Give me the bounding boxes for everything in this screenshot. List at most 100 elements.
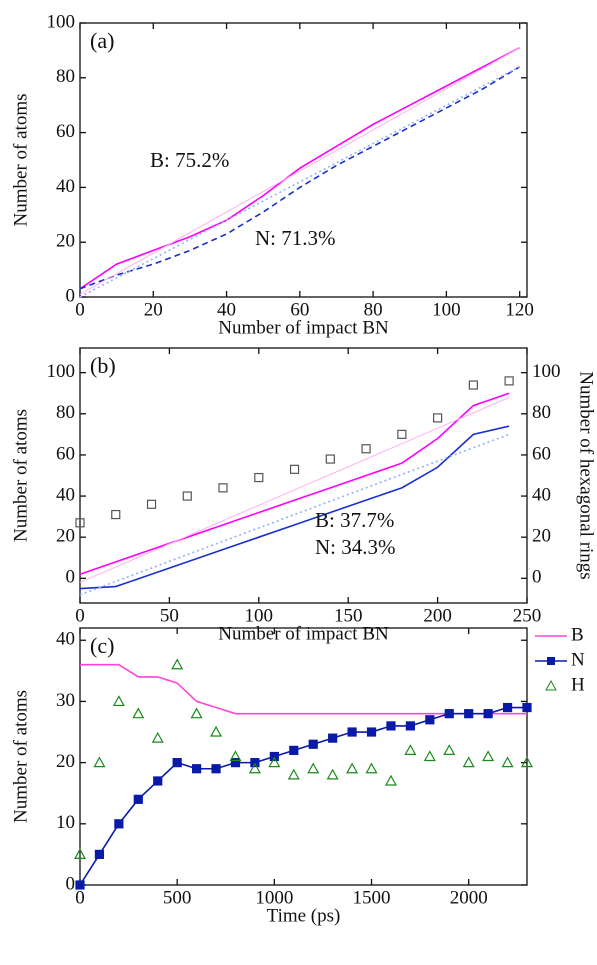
marker (445, 710, 453, 718)
marker (193, 765, 201, 773)
marker (192, 709, 202, 718)
marker (398, 430, 406, 438)
marker (134, 795, 142, 803)
marker (348, 728, 356, 736)
marker (505, 377, 513, 385)
y2-tick-label: 60 (532, 443, 551, 464)
marker (211, 727, 221, 736)
series-line (80, 67, 520, 289)
annotation: B: 37.7% (315, 508, 394, 532)
legend-label: B (571, 624, 584, 645)
marker (464, 758, 474, 767)
marker (290, 746, 298, 754)
marker (326, 455, 334, 463)
x-tick-label: 0 (75, 605, 85, 626)
legend-marker (546, 681, 556, 690)
marker (133, 709, 143, 718)
x-tick-label: 50 (160, 605, 179, 626)
x-tick-label: 100 (432, 299, 461, 320)
marker (114, 696, 124, 705)
marker (231, 759, 239, 767)
x-tick-label: 0 (75, 299, 85, 320)
marker (112, 511, 120, 519)
marker (329, 734, 337, 742)
x-tick-label: 250 (513, 605, 542, 626)
x-tick-label: 2000 (450, 887, 488, 908)
marker (387, 722, 395, 730)
x-tick-label: 1500 (353, 887, 391, 908)
marker (309, 740, 317, 748)
marker (367, 764, 377, 773)
y-tick-label: 80 (56, 402, 75, 423)
marker (183, 492, 191, 500)
panel-label: (a) (90, 28, 114, 53)
legend-label: N (571, 649, 585, 670)
marker (173, 759, 181, 767)
marker (115, 820, 123, 828)
y-tick-label: 40 (56, 629, 75, 650)
marker (484, 710, 492, 718)
y-axis-title: Number of atoms (10, 94, 31, 227)
series-line (80, 434, 509, 594)
marker (95, 850, 103, 858)
x-tick-label: 200 (423, 605, 452, 626)
x-axis-title: Number of impact BN (218, 317, 389, 338)
marker (255, 474, 263, 482)
marker (76, 881, 84, 889)
marker (219, 484, 227, 492)
plot-frame (80, 628, 527, 885)
marker (172, 660, 182, 669)
marker (291, 465, 299, 473)
series-line (80, 397, 509, 582)
marker (362, 445, 370, 453)
marker (328, 770, 338, 779)
series-line (80, 708, 527, 885)
annotation: N: 71.3% (255, 226, 336, 250)
y2-tick-label: 80 (532, 402, 551, 423)
y-tick-label: 40 (56, 176, 75, 197)
plot-frame (80, 23, 527, 297)
marker (469, 381, 477, 389)
x-tick-label: 120 (505, 299, 534, 320)
legend-label: H (571, 674, 585, 695)
marker (368, 728, 376, 736)
y-tick-label: 20 (56, 526, 75, 547)
y2-tick-label: 20 (532, 526, 551, 547)
annotation: N: 34.3% (315, 535, 396, 559)
marker (406, 722, 414, 730)
series-line (80, 665, 527, 714)
y-tick-label: 20 (56, 751, 75, 772)
marker (523, 704, 531, 712)
figure: 020406080100120020406080100Number of imp… (0, 0, 597, 965)
annotation: B: 75.2% (150, 148, 229, 172)
y2-tick-label: 40 (532, 484, 551, 505)
y-tick-label: 100 (47, 361, 76, 382)
y-tick-label: 80 (56, 66, 75, 87)
series-line (80, 48, 520, 295)
marker (148, 500, 156, 508)
series-line (80, 67, 520, 297)
x-tick-label: 20 (144, 299, 163, 320)
x-tick-label: 0 (75, 887, 85, 908)
marker (347, 764, 357, 773)
x-tick-label: 500 (163, 887, 192, 908)
y-axis-title: Number of atoms (10, 690, 31, 823)
y-tick-label: 30 (56, 690, 75, 711)
y-tick-label: 10 (56, 812, 75, 833)
marker (444, 745, 454, 754)
panel-label: (b) (90, 353, 116, 378)
y-tick-label: 60 (56, 443, 75, 464)
x-axis-title: Time (ps) (267, 905, 341, 926)
plot-frame (80, 348, 527, 603)
marker (504, 704, 512, 712)
y2-tick-label: 100 (532, 361, 561, 382)
panel-label: (c) (90, 633, 114, 658)
marker (465, 710, 473, 718)
y-tick-label: 40 (56, 484, 75, 505)
marker (426, 716, 434, 724)
marker (308, 764, 318, 773)
y-axis-title: Number of atoms (10, 409, 31, 542)
y-tick-label: 0 (66, 285, 76, 306)
marker (405, 745, 415, 754)
y-tick-label: 60 (56, 121, 75, 142)
